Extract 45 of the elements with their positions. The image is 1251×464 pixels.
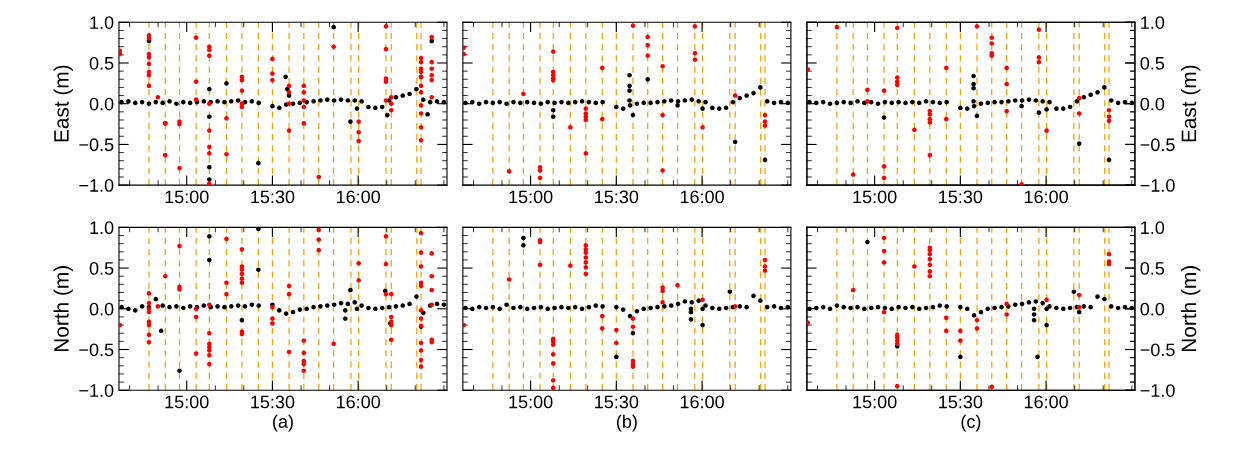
y-axis-title: North (m): [53, 266, 73, 352]
y2-tick-label: −1.0: [1140, 179, 1175, 192]
x-tick-label: 15:00: [853, 190, 897, 204]
y-tick-label: 0.5: [89, 262, 114, 275]
x-tick-label: 16:00: [680, 395, 724, 409]
y2-tick-label: 0.0: [1140, 97, 1165, 111]
x-tick-label: 15:00: [165, 395, 209, 409]
y2-tick-label: 0.0: [1140, 302, 1165, 316]
y-tick-label: −1.0: [79, 179, 114, 192]
y2-tick-label: 0.5: [1140, 262, 1165, 275]
y2-tick-label: −1.0: [1140, 384, 1175, 397]
y-tick-label: −0.5: [79, 138, 114, 152]
y2-axis-title: East (m): [1180, 65, 1201, 142]
x-axis-title: (b): [616, 414, 637, 432]
x-tick-label: 15:30: [595, 190, 639, 204]
y2-tick-label: 1.0: [1141, 16, 1165, 29]
x-tick-label: 16:00: [1024, 395, 1068, 409]
x-tick-label: 15:30: [595, 395, 639, 409]
x-tick-label: 15:00: [509, 190, 553, 204]
y-tick-label: 0.0: [89, 302, 114, 316]
x-tick-label: 15:30: [251, 395, 295, 409]
y2-tick-label: 0.5: [1140, 56, 1165, 70]
y2-tick-label: −0.5: [1140, 138, 1175, 152]
y-tick-label: −1.0: [79, 384, 114, 397]
y-tick-label: 0.0: [89, 97, 114, 111]
x-tick-label: 15:30: [939, 395, 983, 409]
x-tick-label: 16:00: [680, 190, 724, 204]
y2-tick-label: 1.0: [1141, 221, 1165, 235]
y2-axis-title: North (m): [1180, 266, 1201, 352]
y-tick-label: 0.5: [89, 56, 114, 70]
x-tick-label: 15:00: [165, 190, 209, 204]
y2-tick-label: −0.5: [1140, 343, 1175, 357]
y-axis-title: East (m): [53, 65, 73, 142]
x-axis-title: (c): [961, 414, 981, 432]
y-tick-label: 1.0: [90, 16, 114, 29]
x-tick-label: 16:00: [336, 190, 381, 204]
x-tick-label: 15:30: [939, 190, 983, 204]
x-tick-label: 15:30: [251, 190, 295, 204]
y-tick-label: −0.5: [79, 343, 114, 357]
x-tick-label: 15:00: [509, 395, 553, 409]
x-tick-label: 15:00: [853, 395, 897, 409]
x-tick-label: 16:00: [1024, 190, 1068, 204]
x-axis-title: (a): [273, 414, 293, 432]
x-tick-label: 16:00: [336, 395, 381, 409]
y-tick-label: 1.0: [90, 221, 114, 235]
